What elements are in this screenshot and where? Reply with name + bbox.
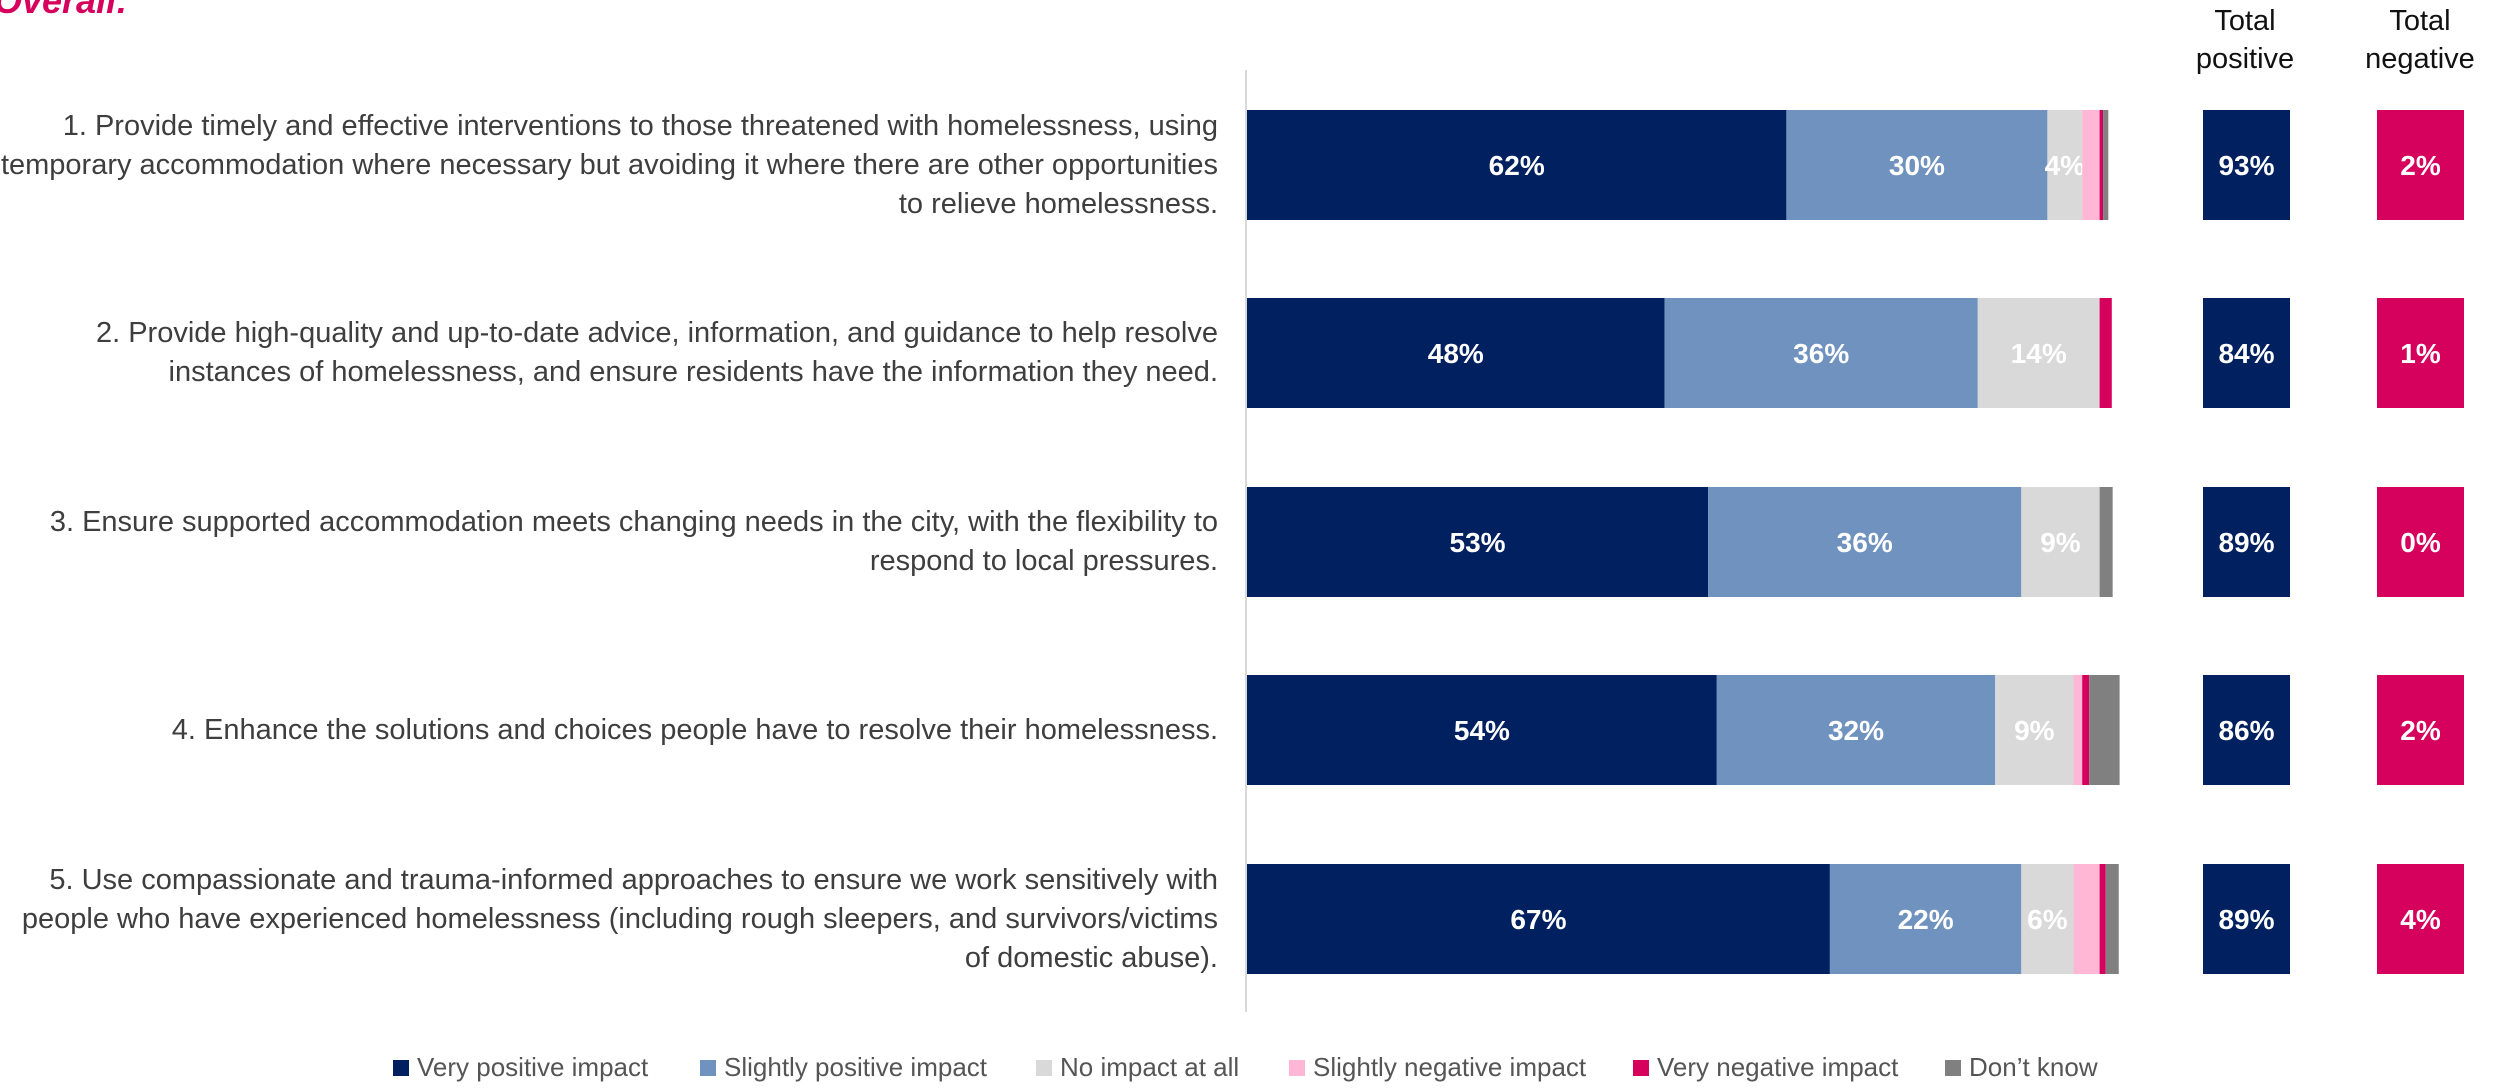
bar-data-label: 36% bbox=[1837, 527, 1893, 558]
bar-data-label: 53% bbox=[1450, 527, 1506, 558]
bar-data-label: 9% bbox=[2040, 527, 2081, 558]
bar-data-label: 9% bbox=[2014, 715, 2055, 746]
legend-swatch bbox=[1289, 1059, 1305, 1076]
bar-segment bbox=[1247, 864, 1830, 974]
legend-label: Very negative impact bbox=[1657, 1052, 1899, 1082]
statement-label: 4. Enhance the solutions and choices peo… bbox=[171, 713, 1218, 746]
bar-segment bbox=[1664, 298, 1978, 408]
bar-data-label: 6% bbox=[2027, 904, 2068, 935]
total-negative-box bbox=[2377, 110, 2464, 220]
bar-segment bbox=[2073, 864, 2100, 974]
total-positive-value: 89% bbox=[2218, 527, 2274, 558]
legend-label: No impact at all bbox=[1060, 1052, 1240, 1082]
total-negative-value: 2% bbox=[2400, 150, 2441, 181]
chart-legend: Very positive impact Slightly positive im… bbox=[0, 1052, 2496, 1082]
bar-data-label: 62% bbox=[1489, 150, 1545, 181]
bar-data-label: 14% bbox=[2011, 338, 2067, 369]
bar-segment bbox=[2021, 487, 2100, 597]
bar-segment bbox=[1786, 110, 2048, 220]
bar-segment bbox=[2073, 675, 2083, 785]
bar-segment bbox=[1247, 675, 1717, 785]
bar-data-label: 54% bbox=[1454, 715, 1510, 746]
bar-segment bbox=[1708, 487, 2022, 597]
bar-segment bbox=[2021, 864, 2074, 974]
legend-item: No impact at all bbox=[1036, 1052, 1239, 1083]
total-negative-value: 0% bbox=[2400, 527, 2441, 558]
bar-segment bbox=[1977, 298, 2100, 408]
statement-label: 5. Use compassionate and trauma-informed… bbox=[21, 863, 1218, 974]
legend-item: Slightly positive impact bbox=[700, 1052, 987, 1083]
bar-data-label: 48% bbox=[1428, 338, 1484, 369]
legend-swatch bbox=[700, 1059, 716, 1076]
total-positive-box bbox=[2203, 864, 2290, 974]
bar-segment bbox=[1247, 110, 1787, 220]
bar-data-label: 22% bbox=[1898, 904, 1954, 935]
bar-segment bbox=[2082, 110, 2100, 220]
total-positive-value: 84% bbox=[2218, 338, 2274, 369]
bar-data-label: 4% bbox=[2045, 150, 2086, 181]
legend-swatch bbox=[1945, 1059, 1961, 1076]
legend-label: Slightly negative impact bbox=[1313, 1052, 1587, 1082]
bar-segment bbox=[2099, 487, 2113, 597]
bar-segment bbox=[2047, 110, 2083, 220]
legend-item: Very positive impact bbox=[393, 1052, 648, 1083]
total-negative-value: 4% bbox=[2400, 904, 2441, 935]
legend-swatch bbox=[1036, 1059, 1052, 1076]
bar-data-label: 36% bbox=[1793, 338, 1849, 369]
total-positive-box bbox=[2203, 298, 2290, 408]
bar-segment bbox=[2099, 110, 2104, 220]
total-positive-box bbox=[2203, 487, 2290, 597]
total-positive-value: 93% bbox=[2218, 150, 2274, 181]
legend-label: Slightly positive impact bbox=[724, 1052, 987, 1082]
total-positive-value: 89% bbox=[2218, 904, 2274, 935]
total-positive-header: Total positive bbox=[2195, 5, 2295, 75]
bar-segment bbox=[2099, 298, 2112, 408]
total-negative-value: 2% bbox=[2400, 715, 2441, 746]
statement-label: 2. Provide high-quality and up-to-date a… bbox=[95, 317, 1218, 388]
total-negative-box bbox=[2377, 298, 2464, 408]
bar-data-label: 32% bbox=[1828, 715, 1884, 746]
legend-swatch bbox=[393, 1059, 409, 1076]
bar-segment bbox=[2082, 675, 2090, 785]
bar-segment bbox=[2103, 110, 2109, 220]
total-negative-box bbox=[2377, 864, 2464, 974]
bar-segment bbox=[1247, 298, 1665, 408]
bar-segment bbox=[2105, 864, 2119, 974]
bar-data-label: 30% bbox=[1889, 150, 1945, 181]
total-negative-box bbox=[2377, 487, 2464, 597]
bar-segment bbox=[2089, 675, 2120, 785]
legend-item: Don’t know bbox=[1945, 1052, 2098, 1083]
legend-swatch bbox=[1633, 1059, 1649, 1076]
legend-item: Slightly negative impact bbox=[1289, 1052, 1586, 1083]
statement-label: 3. Ensure supported accommodation meets … bbox=[49, 506, 1218, 577]
bar-segment bbox=[2099, 864, 2106, 974]
section-title: Overall: bbox=[0, 0, 129, 21]
bar-segment bbox=[1716, 675, 1996, 785]
statement-label: 1. Provide timely and effective interven… bbox=[0, 109, 1218, 220]
bar-segment bbox=[1995, 675, 2074, 785]
legend-item: Very negative impact bbox=[1633, 1052, 1898, 1083]
total-positive-box bbox=[2203, 675, 2290, 785]
total-negative-box bbox=[2377, 675, 2464, 785]
total-positive-value: 86% bbox=[2218, 715, 2274, 746]
legend-label: Don’t know bbox=[1969, 1052, 2098, 1082]
total-negative-header: Total negative bbox=[2365, 5, 2475, 75]
bar-data-label: 67% bbox=[1510, 904, 1566, 935]
bar-segment bbox=[1247, 487, 1709, 597]
legend-label: Very positive impact bbox=[417, 1052, 649, 1082]
total-positive-box bbox=[2203, 110, 2290, 220]
total-negative-value: 1% bbox=[2400, 338, 2441, 369]
bar-segment bbox=[1829, 864, 2022, 974]
